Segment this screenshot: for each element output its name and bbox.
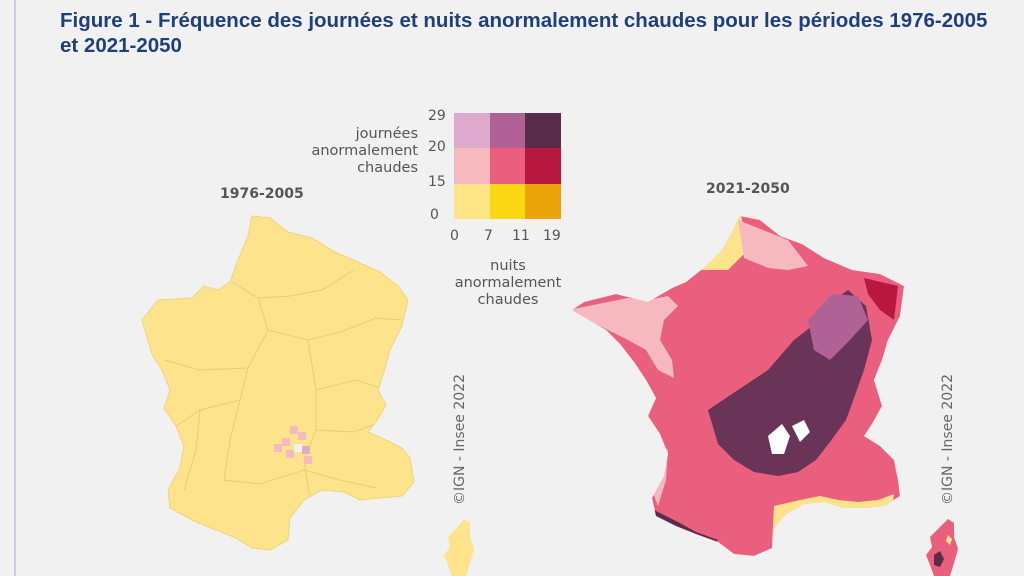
legend-x-tick: 19 [543, 228, 561, 244]
zone-red-alsace [864, 278, 898, 320]
figure-title: Figure 1 - Fréquence des journées et nui… [60, 9, 988, 57]
legend-cell-r0c0 [454, 113, 490, 149]
copyright-credit-right: ©IGN - Insee 2022 [940, 373, 956, 505]
map-label-2021-2050: 2021-2050 [706, 181, 790, 197]
zone-white-small [792, 420, 810, 442]
zone-pink-west [572, 296, 678, 378]
legend-x-tick: 11 [512, 228, 530, 244]
zone-white-massif [768, 424, 790, 454]
legend-cell-r2c0 [454, 183, 490, 219]
legend-cell-r1c1 [489, 148, 526, 184]
zone-purple-northeast [808, 294, 868, 360]
legend-cell-r2c2 [525, 183, 561, 219]
legend-cell-r1c0 [454, 148, 490, 184]
legend-x-tick: 7 [484, 228, 493, 244]
legend-y-tick: 20 [428, 139, 446, 155]
legend-y-axis-title: journées anormalement chaudes [311, 126, 418, 176]
corsica-2021-2050 [926, 519, 958, 576]
legend-x-tick: 0 [450, 228, 459, 244]
hot-spot-cells [274, 426, 312, 464]
page-border [14, 0, 16, 576]
legend-y-tick: 0 [430, 207, 439, 223]
map-france-1976-2005 [141, 215, 415, 551]
legend-x-axis-title: nuits anormalement chaudes [454, 258, 562, 308]
legend-cell-r0c1 [489, 113, 526, 149]
map-france-2021-2050 [572, 216, 904, 556]
copyright-credit-left: ©IGN - Insee 2022 [452, 373, 468, 505]
map-regions-2021-2050 [572, 216, 904, 556]
corsica-1976-2005 [444, 519, 474, 576]
map-regions-1976-2005 [141, 215, 415, 551]
legend-y-tick: 15 [428, 174, 446, 190]
legend-y-tick: 29 [428, 108, 446, 124]
region-boundaries [163, 269, 403, 501]
legend-cell-r1c2 [525, 148, 561, 184]
legend-cell-r0c2 [525, 113, 561, 149]
legend-cell-r2c1 [489, 183, 526, 219]
bivariate-legend-grid [454, 113, 561, 219]
map-label-1976-2005: 1976-2005 [220, 186, 304, 202]
zone-pink-north [738, 220, 808, 270]
